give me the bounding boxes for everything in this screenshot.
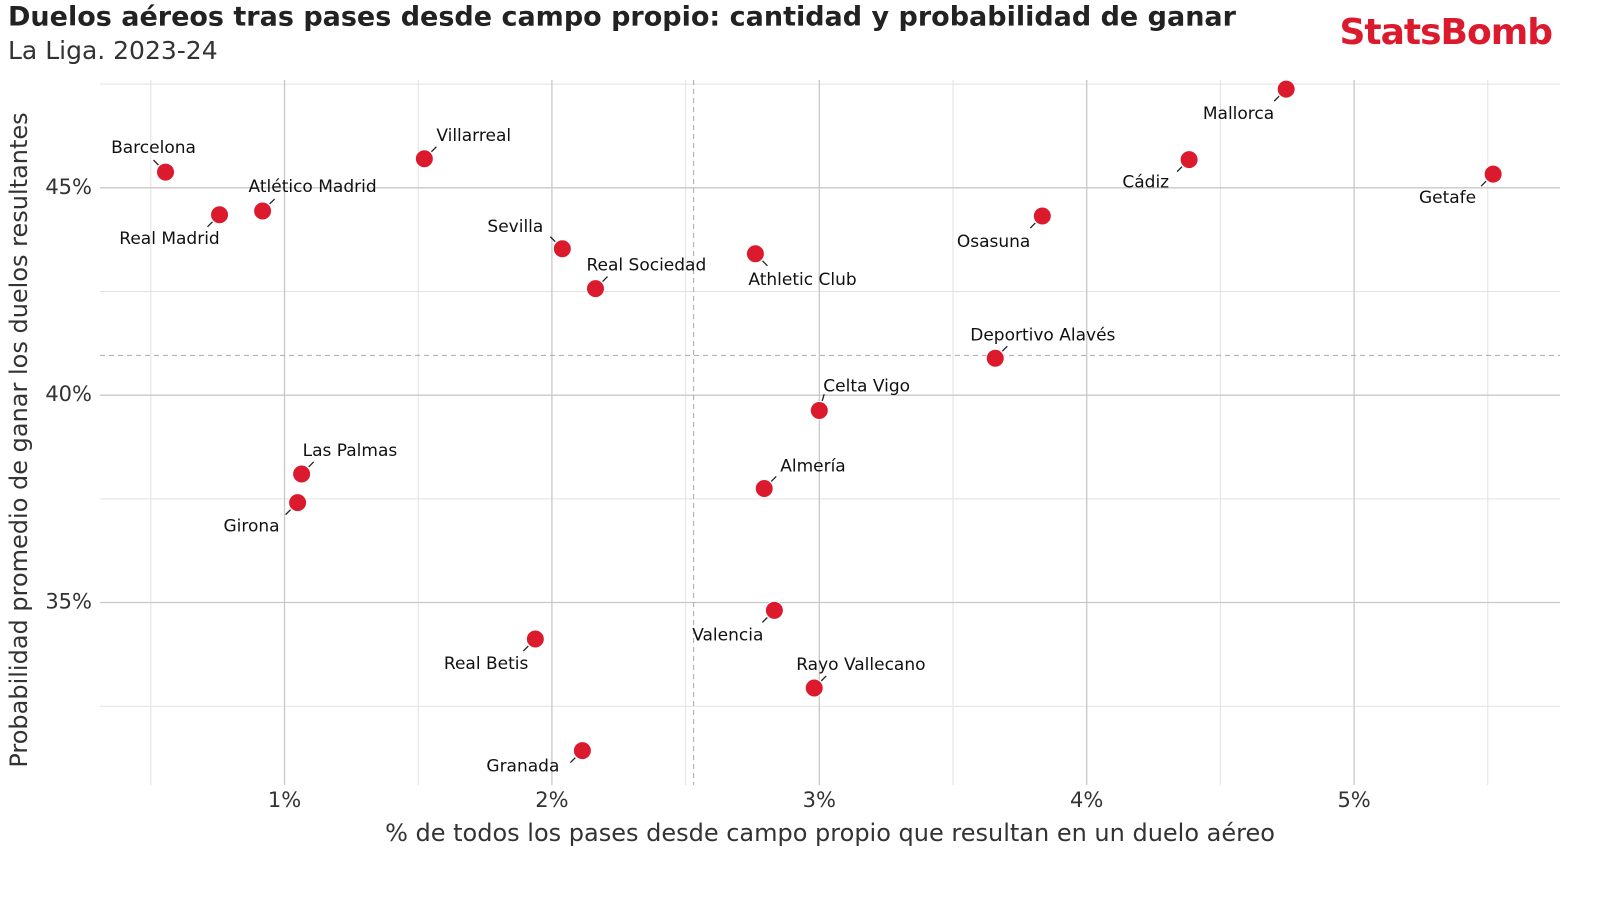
x-tick-label: 3%: [803, 788, 836, 812]
point-label: Granada: [486, 757, 559, 777]
point: [985, 348, 1005, 368]
point-label: Cádiz: [1122, 173, 1169, 193]
leader-line: [602, 276, 608, 282]
x-axis-label: % de todos los pases desde campo propio …: [385, 819, 1275, 847]
point-label: Las Palmas: [303, 441, 398, 461]
point: [1276, 79, 1296, 99]
point-label: Mallorca: [1203, 104, 1274, 124]
leader-line: [430, 146, 437, 153]
point-label: Osasuna: [957, 232, 1030, 252]
leader-line: [821, 394, 825, 402]
point: [288, 493, 308, 513]
point-label: Athletic Club: [748, 270, 856, 290]
chart-subtitle: La Liga. 2023-24: [8, 36, 218, 65]
x-tick-label: 1%: [268, 788, 301, 812]
point: [253, 201, 273, 221]
point: [1032, 206, 1052, 226]
point: [525, 629, 545, 649]
point: [745, 244, 765, 264]
point: [804, 678, 824, 698]
leader-line: [1001, 345, 1008, 352]
leader-line: [569, 757, 576, 764]
point-label: Girona: [223, 517, 279, 537]
leader-line: [1029, 222, 1036, 229]
leader-line: [761, 617, 768, 623]
point-label: Atlético Madrid: [249, 177, 377, 197]
leader-line: [269, 198, 276, 205]
point: [585, 279, 605, 299]
leader-line: [1176, 166, 1183, 173]
point-label: Real Madrid: [119, 229, 219, 249]
point-label: Almería: [780, 456, 846, 476]
point: [754, 478, 774, 498]
point: [156, 162, 176, 182]
leader-line: [762, 260, 768, 267]
point: [809, 401, 829, 421]
leader-line: [770, 476, 777, 482]
point-label: Barcelona: [111, 138, 196, 158]
leader-line: [522, 645, 529, 652]
y-tick-label: 35%: [45, 590, 92, 614]
leader-line: [153, 159, 159, 166]
x-tick-label: 4%: [1070, 788, 1103, 812]
point: [1179, 150, 1199, 170]
point-label: Villarreal: [436, 126, 511, 146]
leader-line: [1480, 180, 1487, 187]
point-label: Deportivo Alavés: [970, 325, 1115, 345]
point: [414, 149, 434, 169]
point-label: Valencia: [692, 625, 763, 645]
leader-line: [549, 236, 556, 243]
point: [572, 741, 592, 761]
point: [1483, 164, 1503, 184]
point-label: Rayo Vallecano: [796, 655, 925, 675]
point-label: Sevilla: [487, 217, 543, 237]
leader-line: [308, 461, 315, 468]
y-tick-label: 40%: [45, 382, 92, 406]
leader-line: [1273, 95, 1280, 102]
leader-line: [820, 675, 827, 682]
y-tick-label: 45%: [45, 175, 92, 199]
point: [552, 239, 572, 259]
chart-title: Duelos aéreos tras pases desde campo pro…: [8, 2, 1237, 33]
point-label: Real Sociedad: [586, 256, 706, 276]
point: [292, 464, 312, 484]
y-axis-label: Probabilidad promedio de ganar los duelo…: [5, 112, 33, 767]
point: [764, 600, 784, 620]
point-label: Celta Vigo: [823, 377, 910, 397]
x-tick-label: 5%: [1337, 788, 1370, 812]
brand-logo: StatsBomb: [1339, 12, 1552, 53]
x-tick-label: 2%: [535, 788, 568, 812]
leader-line: [285, 509, 291, 516]
point: [210, 205, 230, 225]
leader-line: [207, 221, 213, 228]
point-label: Real Betis: [444, 654, 529, 674]
point-label: Getafe: [1419, 188, 1476, 208]
